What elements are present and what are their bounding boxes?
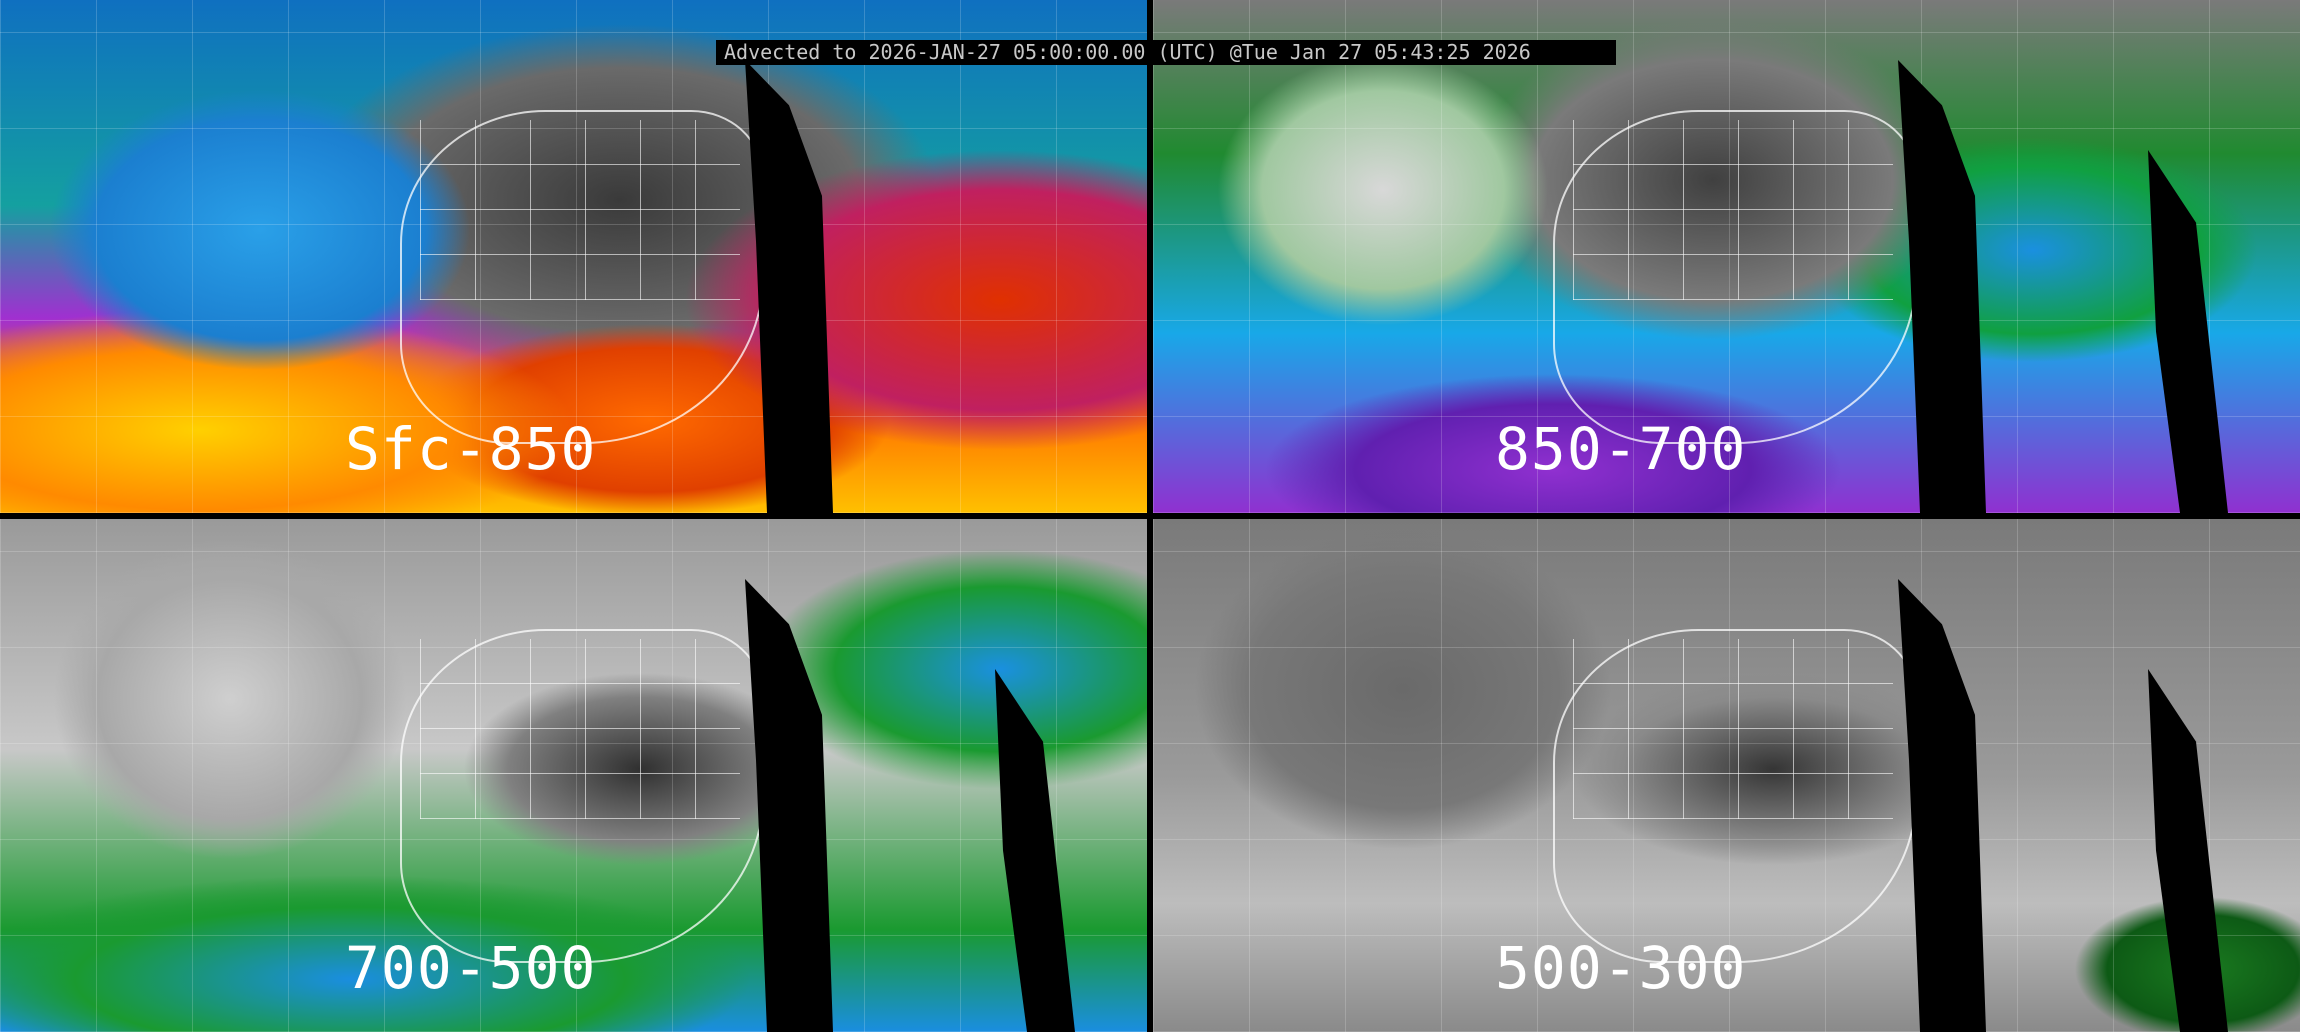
coastline <box>1553 629 1917 963</box>
panel-divider-horizontal <box>0 513 2300 519</box>
layer-label: 700-500 <box>345 934 597 1002</box>
layer-label: 500-300 <box>1495 934 1747 1002</box>
layer-label: Sfc-850 <box>345 415 597 483</box>
coastline <box>400 629 764 963</box>
timestamp-banner: Advected to 2026-JAN-27 05:00:00.00 (UTC… <box>716 40 1616 65</box>
layer-label: 850-700 <box>1495 415 1747 483</box>
panel-500-300: 500-300 <box>1153 519 2300 1032</box>
panel-700-500: 700-500 <box>0 519 1147 1032</box>
coastline <box>400 110 764 444</box>
coastline <box>1553 110 1917 444</box>
panel-850-700: 850-700 <box>1153 0 2300 513</box>
panel-sfc-850: Sfc-850 <box>0 0 1147 513</box>
